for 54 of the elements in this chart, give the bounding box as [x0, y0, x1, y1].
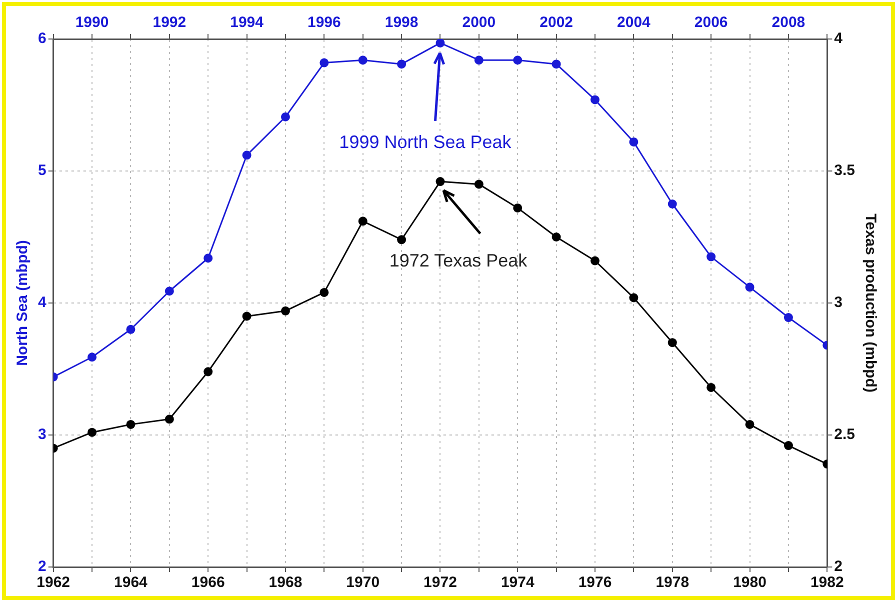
x-tick-label: 1972 [424, 574, 457, 592]
y2-tick-label: 3 [834, 294, 842, 312]
x2-tick-label: 2006 [694, 14, 728, 32]
x2-tick-label: 1996 [307, 14, 341, 32]
y-tick-label: 2 [38, 558, 46, 576]
y2-axis-title: Texas production (mbpd) [862, 214, 879, 392]
x-tick-label: 1982 [810, 574, 844, 592]
point [164, 414, 174, 424]
point [513, 203, 522, 212]
point [280, 306, 290, 316]
annotation: 1972 Texas Peak [389, 250, 528, 271]
y-tick-label: 5 [38, 162, 46, 180]
y-tick-label: 4 [38, 294, 47, 312]
point [474, 180, 484, 189]
point [706, 382, 716, 392]
point [88, 428, 97, 437]
point [784, 441, 793, 450]
x2-tick-label: 2000 [462, 14, 496, 32]
x-tick-label: 1970 [346, 574, 380, 592]
x2-tick-label: 2008 [772, 14, 806, 32]
x2-tick-label: 2002 [540, 14, 574, 32]
y-axis-title: North Sea (mbpd) [14, 240, 32, 366]
x2-tick-label: 1992 [152, 14, 186, 32]
point [320, 288, 329, 297]
x2-tick-label: 1994 [230, 14, 264, 32]
point [436, 177, 445, 186]
point [552, 232, 561, 242]
annotation: 1999 North Sea Peak [339, 132, 512, 152]
x-tick-label: 1974 [500, 574, 535, 592]
y-tick-label: 3 [38, 426, 46, 444]
y2-tick-label: 3.5 [834, 162, 856, 180]
point [204, 367, 213, 376]
point [590, 256, 600, 266]
x-tick-label: 1966 [191, 574, 225, 592]
x-tick-label: 1980 [733, 574, 766, 592]
point [629, 293, 638, 302]
point [242, 312, 252, 321]
x-tick-label: 1978 [656, 574, 690, 592]
y2-tick-label: 4 [834, 30, 844, 48]
x2-tick-label: 1998 [384, 14, 418, 32]
x2-tick-label: 1990 [75, 14, 109, 32]
y2-tick-label: 2 [834, 558, 842, 576]
x-tick-label: 1962 [36, 574, 70, 592]
point [397, 235, 406, 244]
x-tick-label: 1976 [578, 574, 612, 592]
point [745, 420, 754, 429]
x2-tick-label: 2004 [617, 14, 652, 32]
point [358, 216, 368, 226]
y-tick-label: 6 [38, 30, 46, 48]
x-tick-label: 1968 [268, 574, 302, 592]
point [126, 420, 136, 429]
point [668, 338, 677, 348]
x-tick-label: 1964 [114, 574, 148, 592]
y2-tick-label: 2.5 [834, 426, 856, 444]
